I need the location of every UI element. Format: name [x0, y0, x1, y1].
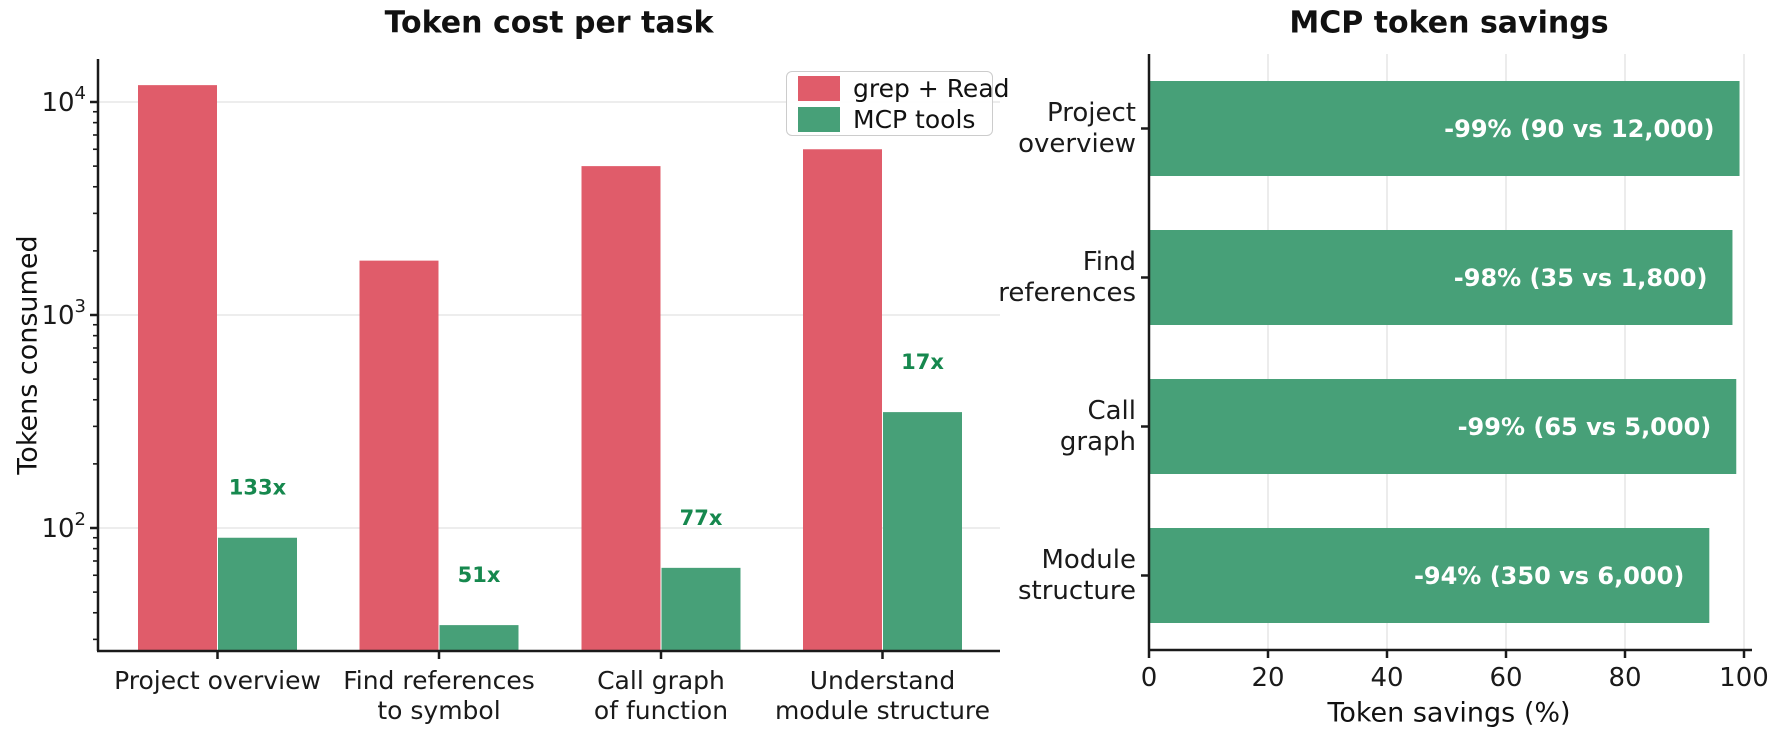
- y-category-label: structure: [1018, 576, 1136, 606]
- right-chart-xlabel: Token savings (%): [1327, 697, 1571, 729]
- savings-bar-label-2: -99% (65 vs 5,000): [1458, 413, 1712, 441]
- y-category-label: graph: [1060, 427, 1136, 457]
- y-tick-label: 103: [41, 296, 86, 331]
- x-category-label: Project overview: [114, 666, 321, 695]
- x-tick-label: 20: [1251, 663, 1284, 693]
- y-tick-label: 104: [41, 83, 86, 118]
- legend: grep + Read MCP tools: [786, 71, 1010, 136]
- bar-grep-read-1: [359, 260, 439, 651]
- x-category-label: to symbol: [377, 696, 500, 725]
- bar-mcp-tools-1: [439, 625, 519, 651]
- mcp-tools-swatch: [798, 106, 840, 132]
- bar-grep-read-2: [581, 166, 661, 651]
- right-chart-title: MCP token savings: [1289, 5, 1609, 41]
- savings-bar-0: [1150, 81, 1740, 176]
- y-category-label: references: [998, 278, 1136, 308]
- x-category-label: of function: [594, 696, 728, 725]
- bar-mcp-tools-0: [218, 537, 297, 651]
- x-tick-label: 60: [1489, 663, 1522, 693]
- ratio-annotation-3: 17x: [901, 350, 944, 374]
- y-category-label: Call: [1087, 396, 1136, 426]
- ratio-annotation-0: 133x: [229, 476, 287, 500]
- bar-mcp-tools-2: [661, 567, 741, 651]
- bar-grep-read-0: [138, 85, 217, 651]
- token-cost-plot-area: 133x 51x 77x 17x 102 103 104 Project overview Fi…: [41, 59, 1000, 725]
- savings-bar-2: [1150, 379, 1737, 474]
- savings-bar-1: [1150, 230, 1733, 325]
- x-category-label: Understand: [810, 666, 956, 695]
- x-tick-label: 40: [1370, 663, 1403, 693]
- ratio-annotation-2: 77x: [680, 506, 723, 530]
- y-category-label: overview: [1018, 129, 1136, 159]
- y-tick-label: 102: [41, 509, 86, 544]
- legend-label-grep-read: grep + Read: [853, 73, 1010, 103]
- legend-label-mcp-tools: MCP tools: [853, 104, 976, 134]
- x-tick-label: 80: [1608, 663, 1641, 693]
- x-tick-label: 100: [1719, 663, 1769, 693]
- x-category-label: module structure: [775, 696, 990, 725]
- y-category-label: Find: [1083, 247, 1136, 277]
- x-category-label: Call graph: [597, 666, 725, 695]
- bar-grep-read-3: [803, 149, 882, 651]
- savings-bar-label-0: -99% (90 vs 12,000): [1444, 115, 1714, 143]
- savings-bar-label-1: -98% (35 vs 1,800): [1454, 264, 1708, 292]
- ratio-annotation-1: 51x: [458, 563, 501, 587]
- x-tick-label: 0: [1141, 663, 1158, 693]
- left-chart-title: Token cost per task: [384, 5, 714, 41]
- savings-bar-3: [1150, 528, 1710, 623]
- bar-mcp-tools-3: [883, 412, 962, 651]
- x-category-label: Find references: [343, 666, 535, 695]
- savings-bar-label-3: -94% (350 vs 6,000): [1414, 562, 1684, 590]
- legend-item-grep-read: grep + Read: [787, 73, 1010, 103]
- y-category-label: Project: [1047, 98, 1136, 128]
- legend-item-mcp-tools: MCP tools: [787, 104, 992, 134]
- y-category-label: Module: [1041, 545, 1136, 575]
- grep-read-swatch: [798, 75, 840, 101]
